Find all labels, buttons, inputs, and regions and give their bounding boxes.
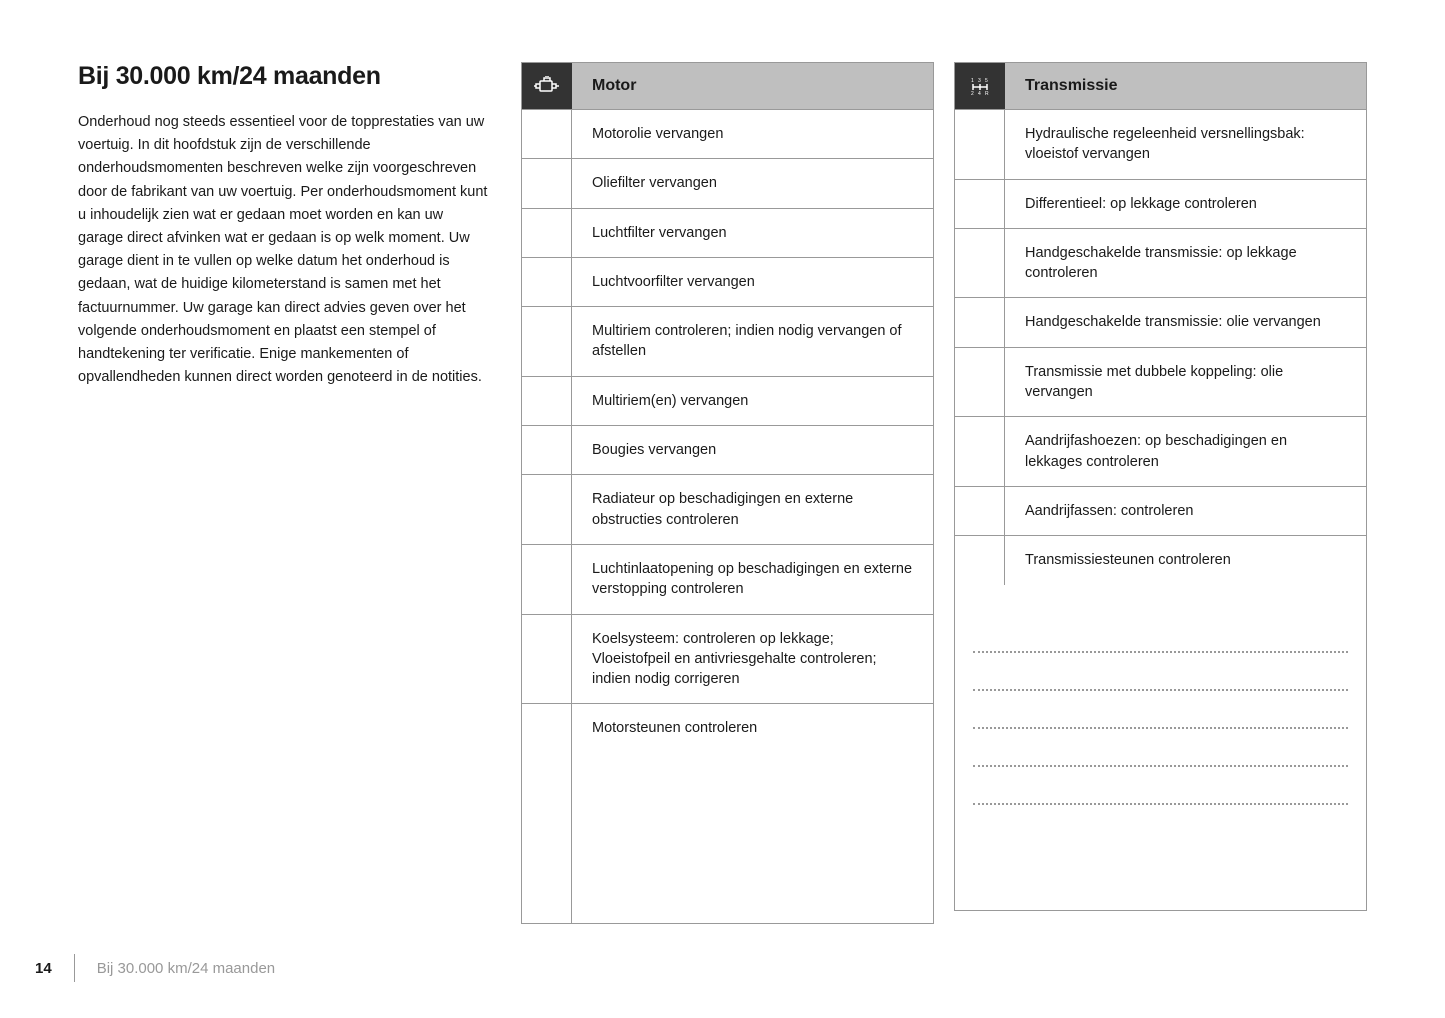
table-row: Handgeschakelde transmissie: op lekkage …	[955, 229, 1366, 299]
gearshift-icon-cell: 1 3 5 2 4 R	[955, 63, 1005, 109]
transmissie-table-title: Transmissie	[1005, 63, 1366, 109]
check-cell	[955, 298, 1005, 346]
item-text: Aandrijfashoezen: op beschadigingen en l…	[1005, 417, 1366, 486]
table-row: Luchtvoorfilter vervangen	[522, 258, 933, 307]
notes-line	[973, 729, 1348, 767]
page-container: Bij 30.000 km/24 maanden Onderhoud nog s…	[0, 0, 1445, 924]
table-row: Motorolie vervangen	[522, 110, 933, 159]
item-text: Luchtfilter vervangen	[572, 209, 933, 257]
notes-line	[973, 653, 1348, 691]
item-text: Oliefilter vervangen	[572, 159, 933, 207]
check-cell	[522, 615, 572, 704]
item-text: Multiriem(en) vervangen	[572, 377, 933, 425]
item-text: Transmissiesteunen controleren	[1005, 536, 1366, 584]
svg-text:2: 2	[971, 91, 974, 96]
item-text: Luchtinlaatopening op beschadigingen en …	[572, 545, 933, 614]
check-cell	[522, 258, 572, 306]
check-cell	[522, 209, 572, 257]
table-row: Bougies vervangen	[522, 426, 933, 475]
transmissie-table-header: 1 3 5 2 4 R Transmissie	[955, 63, 1366, 110]
motor-table-remainder	[522, 753, 933, 923]
svg-text:R: R	[985, 91, 989, 96]
item-text: Motorolie vervangen	[572, 110, 933, 158]
table-row: Handgeschakelde transmissie: olie vervan…	[955, 298, 1366, 347]
notes-section	[955, 585, 1366, 910]
check-cell	[522, 704, 572, 752]
table-row: Multiriem(en) vervangen	[522, 377, 933, 426]
item-text: Multiriem controleren; indien nodig verv…	[572, 307, 933, 376]
item-text: Bougies vervangen	[572, 426, 933, 474]
footer-section-title: Bij 30.000 km/24 maanden	[97, 960, 275, 977]
table-row: Differentieel: op lekkage controleren	[955, 180, 1366, 229]
item-text: Aandrijfassen: controleren	[1005, 487, 1366, 535]
check-cell	[522, 307, 572, 376]
table-row: Aandrijfashoezen: op beschadigingen en l…	[955, 417, 1366, 487]
table-row: Hydraulische regeleenheid versnellingsba…	[955, 110, 1366, 180]
check-cell	[522, 545, 572, 614]
table-row: Oliefilter vervangen	[522, 159, 933, 208]
check-cell	[522, 753, 572, 923]
check-cell	[522, 475, 572, 544]
item-text: Koelsysteem: controleren op lekkage; Vlo…	[572, 615, 933, 704]
check-cell	[955, 487, 1005, 535]
table-row: Koelsysteem: controleren op lekkage; Vlo…	[522, 615, 933, 705]
engine-icon-cell	[522, 63, 572, 109]
table-row: Radiateur op beschadigingen en externe o…	[522, 475, 933, 545]
engine-icon	[534, 76, 560, 96]
gearshift-icon: 1 3 5 2 4 R	[969, 76, 991, 96]
transmissie-column: 1 3 5 2 4 R Transmissie Hydraulische reg…	[954, 62, 1367, 924]
check-cell	[522, 377, 572, 425]
notes-line	[973, 767, 1348, 805]
check-cell	[955, 536, 1005, 584]
check-cell	[955, 110, 1005, 179]
item-text: Differentieel: op lekkage controleren	[1005, 180, 1366, 228]
item-text: Luchtvoorfilter vervangen	[572, 258, 933, 306]
check-cell	[522, 426, 572, 474]
item-text: Handgeschakelde transmissie: olie vervan…	[1005, 298, 1366, 346]
motor-column: Motor Motorolie vervangenOliefilter verv…	[521, 62, 934, 924]
empty-cell	[572, 753, 933, 923]
page-number: 14	[35, 960, 52, 977]
page-heading: Bij 30.000 km/24 maanden	[78, 62, 491, 91]
check-cell	[955, 229, 1005, 298]
svg-text:3: 3	[978, 78, 981, 84]
notes-line	[973, 615, 1348, 653]
page-footer: 14 Bij 30.000 km/24 maanden	[35, 954, 275, 982]
check-cell	[955, 180, 1005, 228]
motor-table: Motor Motorolie vervangenOliefilter verv…	[521, 62, 934, 924]
check-cell	[522, 159, 572, 207]
notes-line	[973, 691, 1348, 729]
transmissie-table: 1 3 5 2 4 R Transmissie Hydraulische reg…	[954, 62, 1367, 911]
item-text: Radiateur op beschadigingen en externe o…	[572, 475, 933, 544]
check-cell	[522, 110, 572, 158]
table-row: Motorsteunen controleren	[522, 704, 933, 752]
table-row: Transmissiesteunen controleren	[955, 536, 1366, 584]
svg-text:4: 4	[978, 91, 981, 96]
item-text: Motorsteunen controleren	[572, 704, 933, 752]
check-cell	[955, 348, 1005, 417]
item-text: Transmissie met dubbele koppeling: olie …	[1005, 348, 1366, 417]
svg-text:1: 1	[971, 78, 974, 84]
table-row: Luchtfilter vervangen	[522, 209, 933, 258]
item-text: Hydraulische regeleenheid versnellingsba…	[1005, 110, 1366, 179]
intro-paragraph: Onderhoud nog steeds essentieel voor de …	[78, 111, 491, 389]
motor-table-title: Motor	[572, 63, 933, 109]
table-row: Aandrijfassen: controleren	[955, 487, 1366, 536]
svg-text:5: 5	[985, 78, 988, 84]
check-cell	[955, 417, 1005, 486]
item-text: Handgeschakelde transmissie: op lekkage …	[1005, 229, 1366, 298]
table-row: Multiriem controleren; indien nodig verv…	[522, 307, 933, 377]
table-row: Transmissie met dubbele koppeling: olie …	[955, 348, 1366, 418]
motor-table-header: Motor	[522, 63, 933, 110]
footer-divider	[74, 954, 75, 982]
intro-column: Bij 30.000 km/24 maanden Onderhoud nog s…	[78, 62, 501, 924]
table-row: Luchtinlaatopening op beschadigingen en …	[522, 545, 933, 615]
